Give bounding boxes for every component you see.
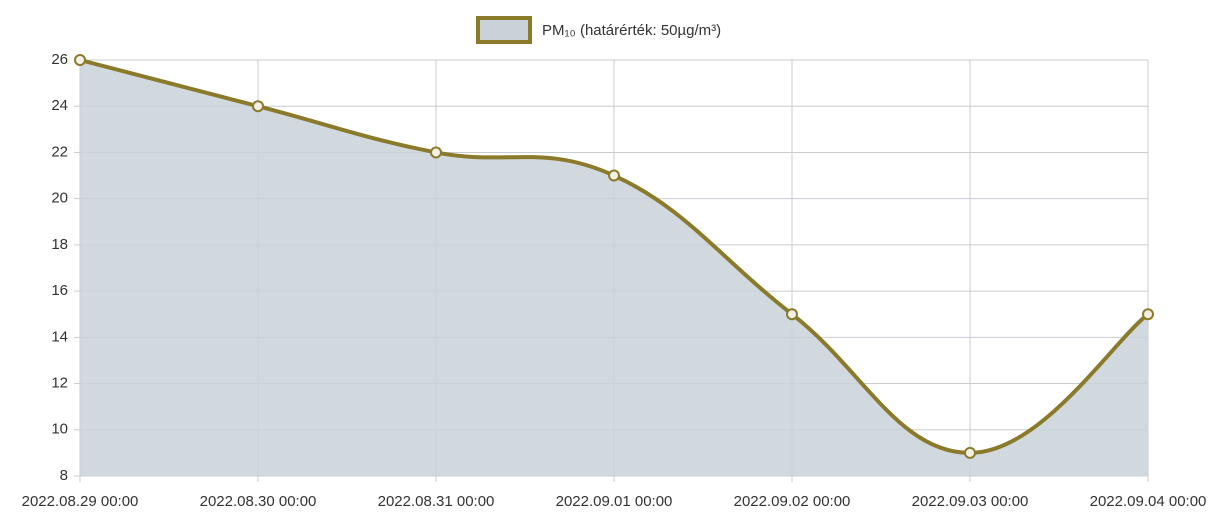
point	[74, 54, 86, 66]
x-tick-label: 2022.08.30 00:00	[200, 493, 317, 510]
y-tick-label: 16	[51, 282, 68, 299]
legend-swatch	[476, 16, 532, 44]
point	[964, 446, 976, 459]
point	[252, 100, 264, 113]
point	[1142, 308, 1154, 321]
x-tick-label: 2022.08.29 00:00	[22, 493, 139, 510]
y-tick-label: 10	[51, 421, 68, 438]
point	[608, 169, 620, 182]
point	[430, 146, 442, 159]
x-tick-label: 2022.09.01 00:00	[556, 493, 673, 510]
y-tick-label: 26	[51, 51, 68, 68]
y-tick-label: 12	[51, 375, 68, 392]
y-tick-label: 20	[51, 190, 68, 207]
point	[786, 308, 798, 321]
x-tick-label: 2022.08.31 00:00	[378, 493, 495, 510]
y-tick-label: 14	[51, 328, 68, 345]
x-tick-label: 2022.09.04 00:00	[1090, 493, 1207, 510]
y-tick-label: 8	[60, 467, 68, 484]
legend-label: PM₁₀ (határérték: 50µg/m³)	[542, 22, 721, 39]
y-tick-label: 22	[51, 143, 68, 160]
x-tick-label: 2022.09.02 00:00	[734, 493, 851, 510]
y-tick-label: 18	[51, 236, 68, 253]
area	[80, 60, 1148, 476]
x-tick-label: 2022.09.03 00:00	[912, 493, 1029, 510]
y-tick-label: 24	[51, 97, 68, 114]
